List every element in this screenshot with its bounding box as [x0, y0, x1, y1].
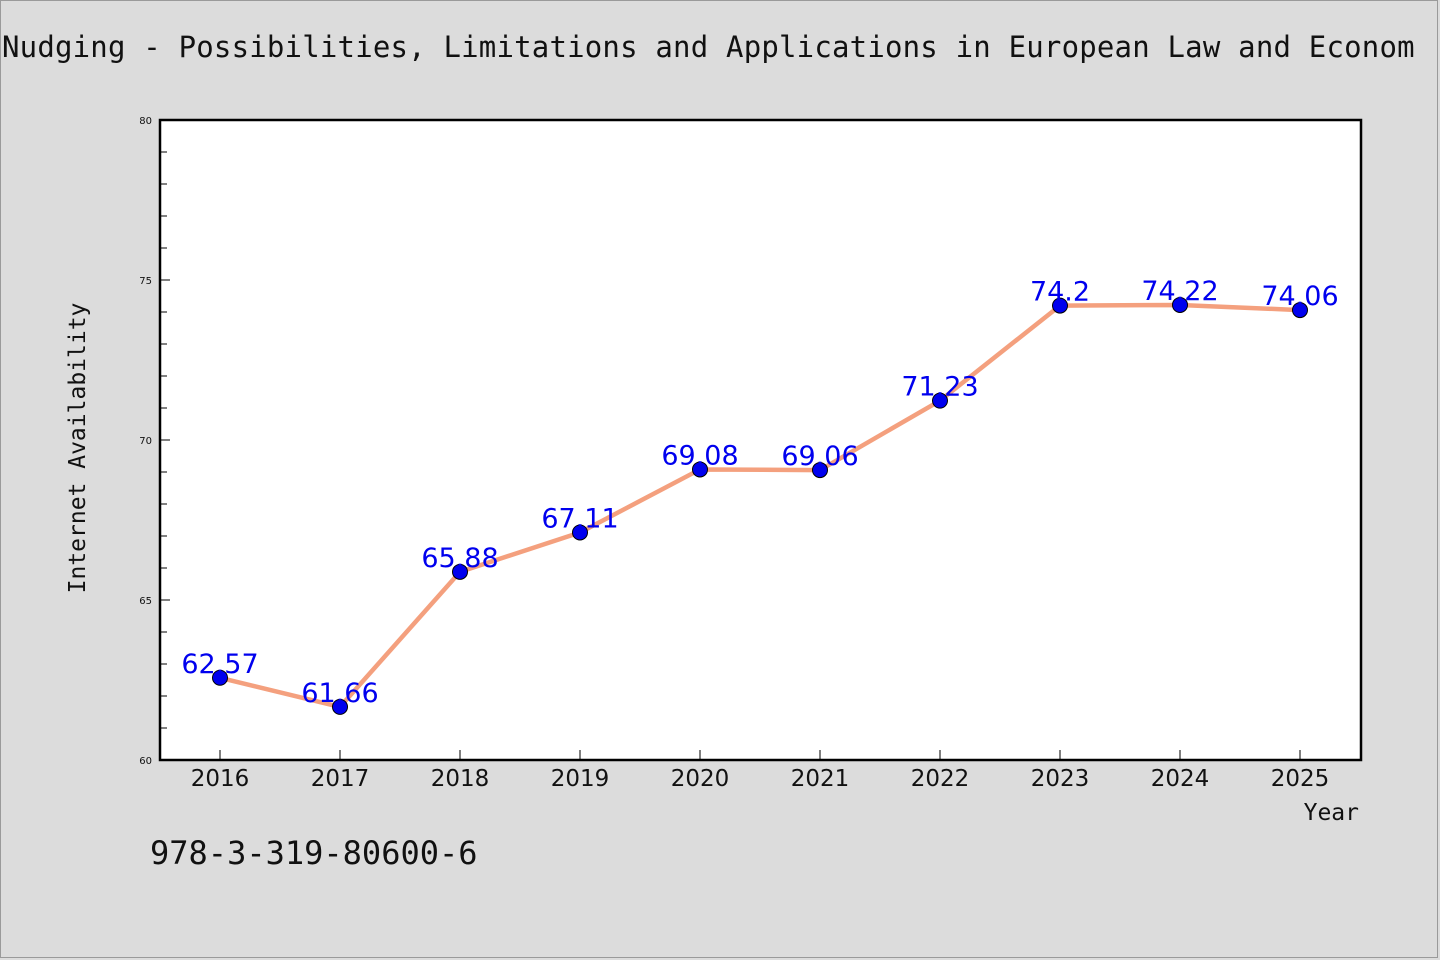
chart-title: Nudging - Possibilities, Limitations and…: [2, 30, 1415, 64]
data-label: 74.22: [1141, 276, 1218, 307]
data-point: [572, 524, 588, 541]
y-tick-label: 75: [139, 276, 152, 287]
data-point: [812, 462, 828, 479]
data-point: [332, 698, 348, 715]
y-tick-label: 70: [139, 436, 152, 447]
data-label: 71.23: [901, 372, 978, 403]
y-tick-label: 65: [139, 596, 152, 607]
plot-area: [160, 120, 1361, 760]
isbn-label: 978-3-319-80600-6: [150, 834, 478, 872]
data-point: [1292, 302, 1308, 319]
series-line-group: 62.57 61.66 65.88 67.11 69.08 69.06 71.23 74.2 7…: [181, 276, 1339, 715]
data-label: 74.06: [1261, 281, 1338, 312]
x-axis-label: Year: [1304, 800, 1359, 826]
data-label: 69.08: [661, 440, 738, 471]
x-tick-label: 2017: [311, 766, 370, 792]
x-tick-label: 2018: [431, 766, 490, 792]
y-axis-label: Internet Availability: [65, 303, 91, 594]
data-point: [1172, 296, 1188, 313]
data-point: [932, 392, 948, 409]
series-line: [217, 302, 1303, 710]
data-label: 67.11: [541, 503, 618, 534]
data-label: 62.57: [181, 649, 258, 680]
x-axis: 2016 2017 2018 2019 2020 2021 2022 2023 2024 2025: [191, 750, 1330, 792]
data-point: [452, 563, 468, 580]
x-tick-label: 2020: [671, 766, 730, 792]
x-tick-label: 2025: [1271, 766, 1330, 792]
x-tick-label: 2019: [551, 766, 610, 792]
x-tick-label: 2024: [1151, 766, 1210, 792]
data-label: 61.66: [301, 678, 378, 709]
data-label: 74.2: [1030, 277, 1090, 308]
x-tick-label: 2021: [791, 766, 850, 792]
y-tick-label: 80: [139, 116, 152, 127]
data-label: 65.88: [421, 543, 498, 574]
data-point: [212, 669, 228, 686]
plot-border: [158, 118, 1363, 762]
x-tick-label: 2016: [191, 766, 250, 792]
data-label: 69.06: [781, 441, 858, 472]
data-point: [1052, 297, 1068, 314]
x-tick-label: 2022: [911, 766, 970, 792]
data-point: [692, 461, 708, 478]
y-tick-label: 60: [139, 756, 152, 767]
x-tick-label: 2023: [1031, 766, 1090, 792]
